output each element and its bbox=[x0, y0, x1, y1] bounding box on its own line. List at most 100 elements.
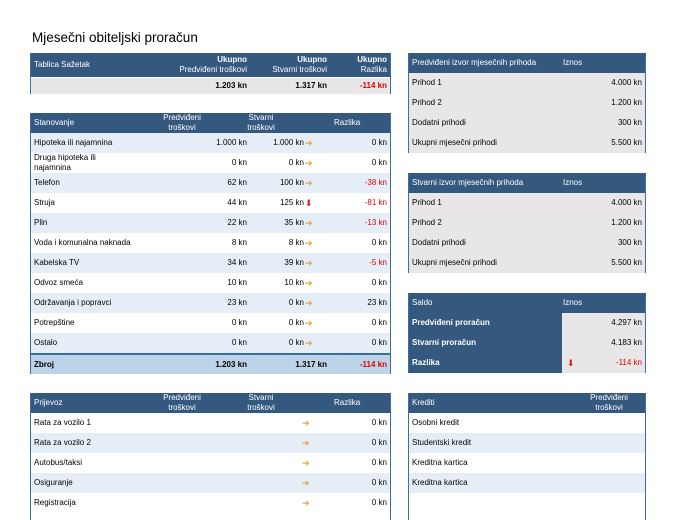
row-actual-value: 125 kn bbox=[279, 198, 304, 207]
row-plan-value: 44 kn bbox=[227, 198, 247, 207]
row-actual-value: 10 kn bbox=[284, 278, 304, 287]
row-label: Kabelska TV bbox=[34, 258, 80, 267]
row-actual-value: 100 kn bbox=[279, 178, 304, 187]
arrow-right-icon: ➔ bbox=[305, 318, 313, 328]
summary-plan-value: 1.203 kn bbox=[215, 81, 247, 90]
row-label: Kreditna kartica bbox=[412, 478, 468, 487]
transport-diff-header: Razlika bbox=[334, 398, 361, 407]
row-actual-value: 8 kn bbox=[288, 238, 304, 247]
arrow-right-icon: ➔ bbox=[302, 458, 310, 468]
row-diff-value: 0 kn bbox=[371, 438, 387, 447]
table-row: Ostalo 0 kn 0 kn ➔ 0 kn bbox=[31, 333, 390, 353]
table-row: Hipoteka ili najamnina 1.000 kn 1.000 kn ➔ 0… bbox=[31, 133, 390, 153]
row-value: 1.200 kn bbox=[611, 218, 642, 227]
transport-name-header: Prijevoz bbox=[34, 398, 63, 407]
row-label: Dodatni prihodi bbox=[412, 238, 466, 247]
housing-plan-header-b: troškovi bbox=[168, 123, 196, 132]
housing-actual-header-a: Stvarni bbox=[248, 113, 274, 122]
row-value: 1.200 kn bbox=[611, 98, 642, 107]
row-diff-value: -5 kn bbox=[369, 258, 387, 267]
row-label: Prihod 1 bbox=[412, 78, 442, 87]
table-row: Prihod 2 1.200 kn bbox=[409, 93, 645, 113]
summary-header: Tablica Sažetak Ukupno Predviđeni troško… bbox=[31, 53, 390, 77]
row-diff-value: 0 kn bbox=[371, 238, 387, 247]
summary-values-row: 1.203 kn 1.317 kn -114 kn bbox=[31, 77, 390, 94]
row-value: 4.000 kn bbox=[611, 78, 642, 87]
table-row: Rata za vozilo 1 ➔ 0 kn bbox=[31, 413, 390, 433]
row-label: Predviđeni proračun bbox=[409, 313, 562, 333]
row-diff-value: 0 kn bbox=[371, 278, 387, 287]
row-value: 4.297 kn bbox=[611, 318, 642, 327]
table-row: Telefon 62 kn 100 kn ➔ -38 kn bbox=[31, 173, 390, 193]
housing-table: Stanovanje Predviđeni troškovi Stvarni t… bbox=[30, 113, 391, 374]
table-row: Studentski kredit bbox=[409, 433, 645, 453]
balance-amount-header: Iznos bbox=[563, 298, 583, 307]
table-row: Osobni kredit bbox=[409, 413, 645, 433]
arrow-right-icon: ➔ bbox=[305, 298, 313, 308]
table-row: Struja 44 kn 125 kn ⬇ -81 kn bbox=[31, 193, 390, 213]
row-diff-value: 0 kn bbox=[371, 318, 387, 327]
table-row: Voda i komunalna naknada 8 kn 8 kn ➔ 0 kn bbox=[31, 233, 390, 253]
row-plan-value: 0 kn bbox=[231, 318, 247, 327]
arrow-down-icon: ⬇ bbox=[305, 198, 313, 208]
housing-plan-header-a: Predviđeni bbox=[163, 113, 201, 122]
balance-name-header: Saldo bbox=[412, 298, 433, 307]
row-label: Telefon bbox=[34, 178, 60, 187]
table-row: Dodatni prihodi 300 kn bbox=[409, 233, 645, 253]
summary-plan-header-a: Ukupno bbox=[217, 55, 247, 64]
row-label: Rata za vozilo 2 bbox=[34, 438, 91, 447]
row-diff-value: 0 kn bbox=[371, 338, 387, 347]
table-row: Potrepštine 0 kn 0 kn ➔ 0 kn bbox=[31, 313, 390, 333]
transport-plan-header-a: Predviđeni bbox=[163, 393, 201, 402]
row-label: Voda i komunalna naknada bbox=[34, 238, 131, 247]
housing-name-header: Stanovanje bbox=[34, 118, 75, 127]
row-label: Razlika bbox=[409, 353, 562, 373]
planned-income-header: Predviđeni izvor mjesečnih prihoda Iznos bbox=[409, 53, 645, 73]
row-plan-value: 1.000 kn bbox=[216, 138, 247, 147]
loans-table: Krediti Predviđeni troškovi Osobni kredi… bbox=[408, 393, 646, 520]
row-value: 5.500 kn bbox=[611, 258, 642, 267]
row-label: Plin bbox=[34, 218, 48, 227]
row-label: Studentski kredit bbox=[412, 438, 472, 447]
loans-plan-header-b: troškovi bbox=[595, 403, 623, 412]
table-row: Autobus/taksi ➔ 0 kn bbox=[31, 453, 390, 473]
row-value: -114 kn bbox=[615, 358, 642, 367]
table-row: Razlika ⬇ -114 kn bbox=[409, 353, 645, 373]
arrow-right-icon: ➔ bbox=[305, 158, 313, 168]
row-plan-value: 8 kn bbox=[231, 238, 247, 247]
row-plan-value: 23 kn bbox=[227, 298, 247, 307]
planned-income-amount-header: Iznos bbox=[563, 58, 583, 67]
row-label: Ostalo bbox=[34, 338, 58, 347]
housing-total-actual: 1.317 kn bbox=[295, 360, 327, 369]
row-label: Ukupni mjesečni prihodi bbox=[412, 138, 497, 147]
row-actual-value: 0 kn bbox=[288, 298, 304, 307]
table-row: Registracija ➔ 0 kn bbox=[31, 493, 390, 513]
summary-title: Tablica Sažetak bbox=[34, 60, 91, 69]
row-label: Održavanja i popravci bbox=[34, 298, 112, 307]
housing-total-plan: 1.203 kn bbox=[215, 360, 247, 369]
row-diff-value: 0 kn bbox=[371, 138, 387, 147]
row-label: Prihod 1 bbox=[412, 198, 442, 207]
row-label: Osobni kredit bbox=[412, 418, 460, 427]
row-actual-value: 0 kn bbox=[288, 158, 304, 167]
row-plan-value: 34 kn bbox=[227, 258, 247, 267]
row-label: Druga hipoteka ili najamnina bbox=[34, 153, 96, 172]
row-diff-value: -38 kn bbox=[364, 178, 387, 187]
arrow-right-icon: ➔ bbox=[302, 438, 310, 448]
housing-header: Stanovanje Predviđeni troškovi Stvarni t… bbox=[31, 113, 390, 133]
row-actual-value: 0 kn bbox=[288, 338, 304, 347]
actual-income-name-header: Stvarni izvor mjesečnih prihoda bbox=[412, 178, 524, 187]
arrow-down-icon: ⬇ bbox=[567, 358, 575, 368]
row-diff-value: -81 kn bbox=[364, 198, 387, 207]
actual-income-table: Stvarni izvor mjesečnih prihoda Iznos Pr… bbox=[408, 173, 646, 273]
row-actual-value: 35 kn bbox=[284, 218, 304, 227]
arrow-right-icon: ➔ bbox=[305, 338, 313, 348]
table-row: Prihod 2 1.200 kn bbox=[409, 213, 645, 233]
row-label: Struja bbox=[34, 198, 55, 207]
row-label: Potrepštine bbox=[34, 318, 75, 327]
table-row: Odvoz smeća 10 kn 10 kn ➔ 0 kn bbox=[31, 273, 390, 293]
row-label: Kreditna kartica bbox=[412, 458, 468, 467]
transport-actual-header-a: Stvarni bbox=[248, 393, 274, 402]
row-label: Registracija bbox=[34, 498, 76, 507]
summary-table: Tablica Sažetak Ukupno Predviđeni troško… bbox=[30, 53, 391, 94]
